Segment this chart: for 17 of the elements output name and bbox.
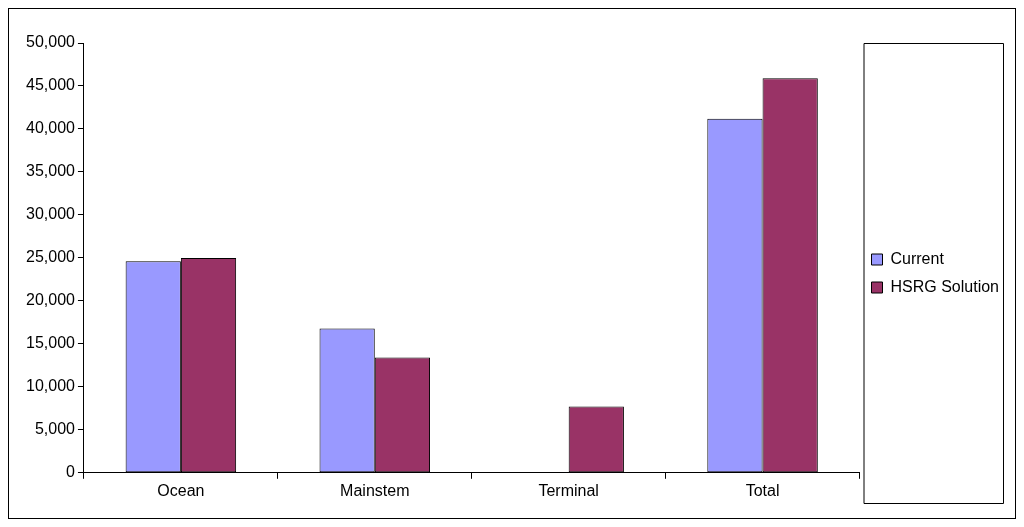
x-tick-label: Total bbox=[745, 481, 780, 499]
y-tick-label: 20,000 bbox=[26, 291, 76, 309]
y-tick-label: 35,000 bbox=[26, 162, 76, 180]
y-tick-label: 25,000 bbox=[26, 248, 76, 266]
x-tick-label: Ocean bbox=[157, 481, 205, 499]
x-tick-label: Terminal bbox=[538, 481, 599, 499]
x-tick-label: Mainstem bbox=[340, 481, 410, 499]
legend-label: HSRG Solution bbox=[890, 277, 1000, 295]
y-tick-label: 40,000 bbox=[26, 119, 76, 137]
y-tick-label: 5,000 bbox=[34, 420, 76, 438]
y-tick-label: 0 bbox=[66, 463, 76, 481]
y-tick-label: 30,000 bbox=[26, 205, 76, 223]
y-tick-label: 45,000 bbox=[26, 76, 76, 94]
y-tick-label: 10,000 bbox=[26, 377, 76, 395]
y-tick-label: 15,000 bbox=[26, 334, 76, 352]
y-tick-label: 50,000 bbox=[26, 33, 76, 51]
legend-label: Current bbox=[890, 249, 945, 267]
